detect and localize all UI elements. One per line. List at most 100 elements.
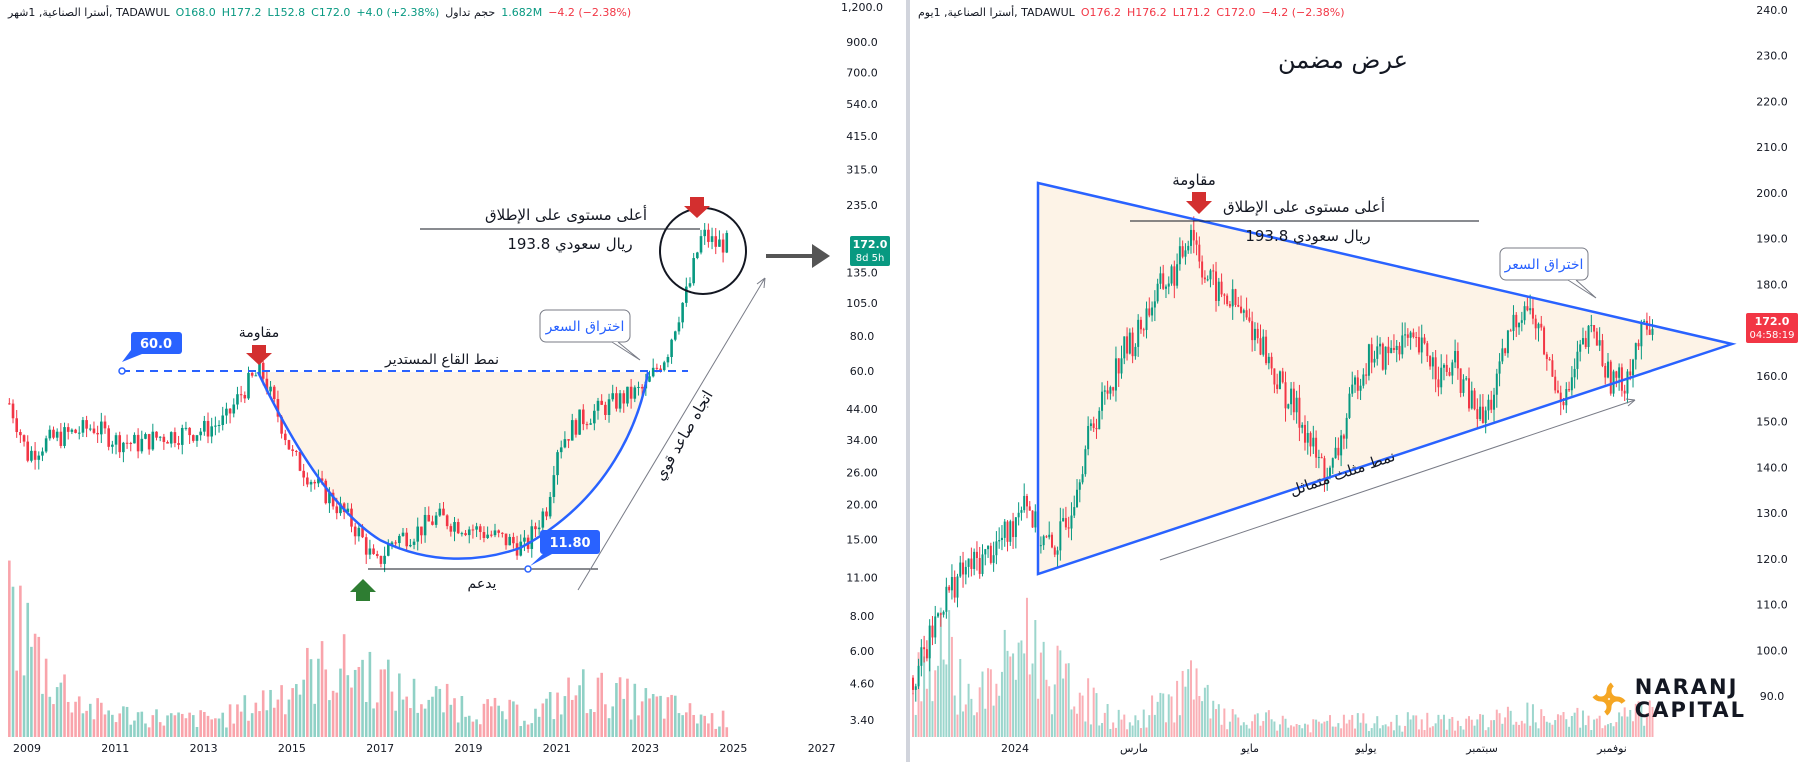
right-price-chart[interactable]: عرض مضمن مقاومة أعلى مستوى على الإطلاق 1… <box>910 0 1812 762</box>
left-volume-bar <box>140 711 144 737</box>
right-candle-body <box>1551 360 1554 377</box>
left-candle-body <box>173 432 177 444</box>
left-volume-bar <box>306 647 309 737</box>
right-price-axis[interactable]: 240.0230.0220.0210.0200.0190.0180.0170.0… <box>1756 4 1788 703</box>
left-volume-bar <box>431 696 434 737</box>
left-candle-body <box>556 452 559 476</box>
right-candle-body <box>1423 337 1426 344</box>
right-candle-body <box>981 554 984 574</box>
right-candle-body <box>1298 397 1301 428</box>
right-volume-bar <box>1237 717 1240 737</box>
left-candle-body <box>335 506 339 514</box>
left-volume-bar <box>15 670 18 737</box>
left-volume-bar <box>239 711 243 737</box>
left-volume-bar <box>559 714 563 737</box>
right-volume-bar <box>1348 719 1351 737</box>
right-candle-body <box>920 647 923 666</box>
left-volume-bar <box>122 706 125 737</box>
right-candle-body <box>1173 266 1176 286</box>
right-volume-bar <box>1290 725 1293 737</box>
right-candle-body <box>1392 347 1395 350</box>
right-price-badge-value: 172.0 <box>1755 315 1790 328</box>
left-candle-body <box>254 375 258 377</box>
right-symbol[interactable]: أسترا الصناعية, 1يوم, TADAWUL <box>918 6 1075 19</box>
left-volume-bar <box>552 719 556 737</box>
left-volume-bar <box>203 711 206 737</box>
right-candle-body <box>1420 337 1423 353</box>
left-candle-body <box>339 503 342 514</box>
right-volume-bar <box>1151 695 1154 737</box>
left-candle-body <box>475 526 478 530</box>
right-y-tick: 200.0 <box>1756 187 1788 200</box>
right-x-tick: مارس <box>1120 742 1148 755</box>
left-candle-body <box>681 302 684 323</box>
right-time-axis[interactable]: 2024 مارس مايو يوليو سبتمبر نوفمبر <box>1001 742 1627 755</box>
left-candle-body <box>486 534 489 538</box>
right-volume-bar <box>1451 717 1454 737</box>
left-candle-body <box>129 443 133 445</box>
left-volume-bar <box>30 646 33 737</box>
left-volume-bar <box>490 706 493 737</box>
left-volume-bar <box>710 713 714 737</box>
left-volume-bar <box>147 727 151 737</box>
left-candle-body <box>140 438 144 452</box>
left-candle-body <box>692 258 695 284</box>
left-volume-bar <box>456 722 460 737</box>
right-volume-bar <box>959 658 962 737</box>
left-y-tick: 44.00 <box>846 403 878 416</box>
left-volume-bar <box>63 674 66 737</box>
right-volume-bar <box>1481 714 1484 737</box>
left-candle-body <box>188 427 191 436</box>
ath-arrow-icon <box>684 197 710 218</box>
left-volume-bar <box>375 702 379 737</box>
left-volume-bar <box>442 712 445 737</box>
right-volume-bar <box>1417 729 1420 737</box>
left-volume-bar <box>409 708 412 737</box>
left-volume-bar <box>659 695 662 737</box>
right-volume-bar <box>1278 724 1281 737</box>
right-volume-bar <box>1109 728 1112 737</box>
left-volume-bar <box>475 719 478 737</box>
left-candle-body <box>541 511 545 528</box>
left-volume-bar <box>287 699 291 737</box>
left-volume-bar <box>195 726 199 737</box>
left-candle-body <box>269 386 272 392</box>
right-candle-body <box>1637 343 1640 347</box>
logo-mark-icon <box>1590 681 1627 717</box>
left-candle-body <box>386 544 390 556</box>
right-candle-body <box>1362 374 1365 386</box>
right-volume-bar <box>1298 725 1301 737</box>
left-price-chart[interactable]: 60.0 11.80 اختراق السعر مقاومة نمط القاع… <box>0 0 906 762</box>
right-candle-body <box>923 647 926 650</box>
left-candle-body <box>673 331 677 340</box>
right-candle-body <box>1220 281 1223 295</box>
left-volume-bar <box>302 679 305 737</box>
right-candle-body <box>1023 495 1026 511</box>
left-candle-body <box>655 367 659 369</box>
left-volume-bar <box>453 698 456 737</box>
right-candle-body <box>1456 350 1459 369</box>
right-volume-bar <box>920 701 923 737</box>
left-volume-bar <box>225 727 228 737</box>
left-volume-bar <box>637 715 640 737</box>
left-volume-bar <box>662 718 666 737</box>
left-price-axis[interactable]: 1,200.0 900.0 700.0 540.0 415.0 315.0 235.0 135… <box>841 1 883 727</box>
left-candle-body <box>685 286 688 303</box>
right-volume-bar <box>1273 721 1276 737</box>
left-symbol[interactable]: أسترا الصناعية, 1شهر, TADAWUL <box>8 6 170 19</box>
left-volume-bar <box>85 710 88 737</box>
left-volume-bar <box>688 703 692 737</box>
left-candle-body <box>276 399 280 417</box>
left-time-axis[interactable]: 2009 2011 2013 2015 2017 2019 2021 2023 2025 2027 <box>13 742 836 755</box>
right-volume-bar <box>1267 710 1270 737</box>
right-candle-body <box>914 686 917 690</box>
right-volume-bar <box>1509 710 1512 737</box>
right-candle-body <box>1379 343 1382 347</box>
left-candle-body <box>545 511 548 517</box>
left-volume-bar <box>677 713 681 737</box>
left-volume-bar <box>298 694 302 737</box>
left-volume-bar <box>33 633 37 737</box>
right-candle-body <box>1545 354 1548 360</box>
right-volume-bar <box>1023 653 1026 737</box>
right-candle-body <box>1459 368 1462 393</box>
